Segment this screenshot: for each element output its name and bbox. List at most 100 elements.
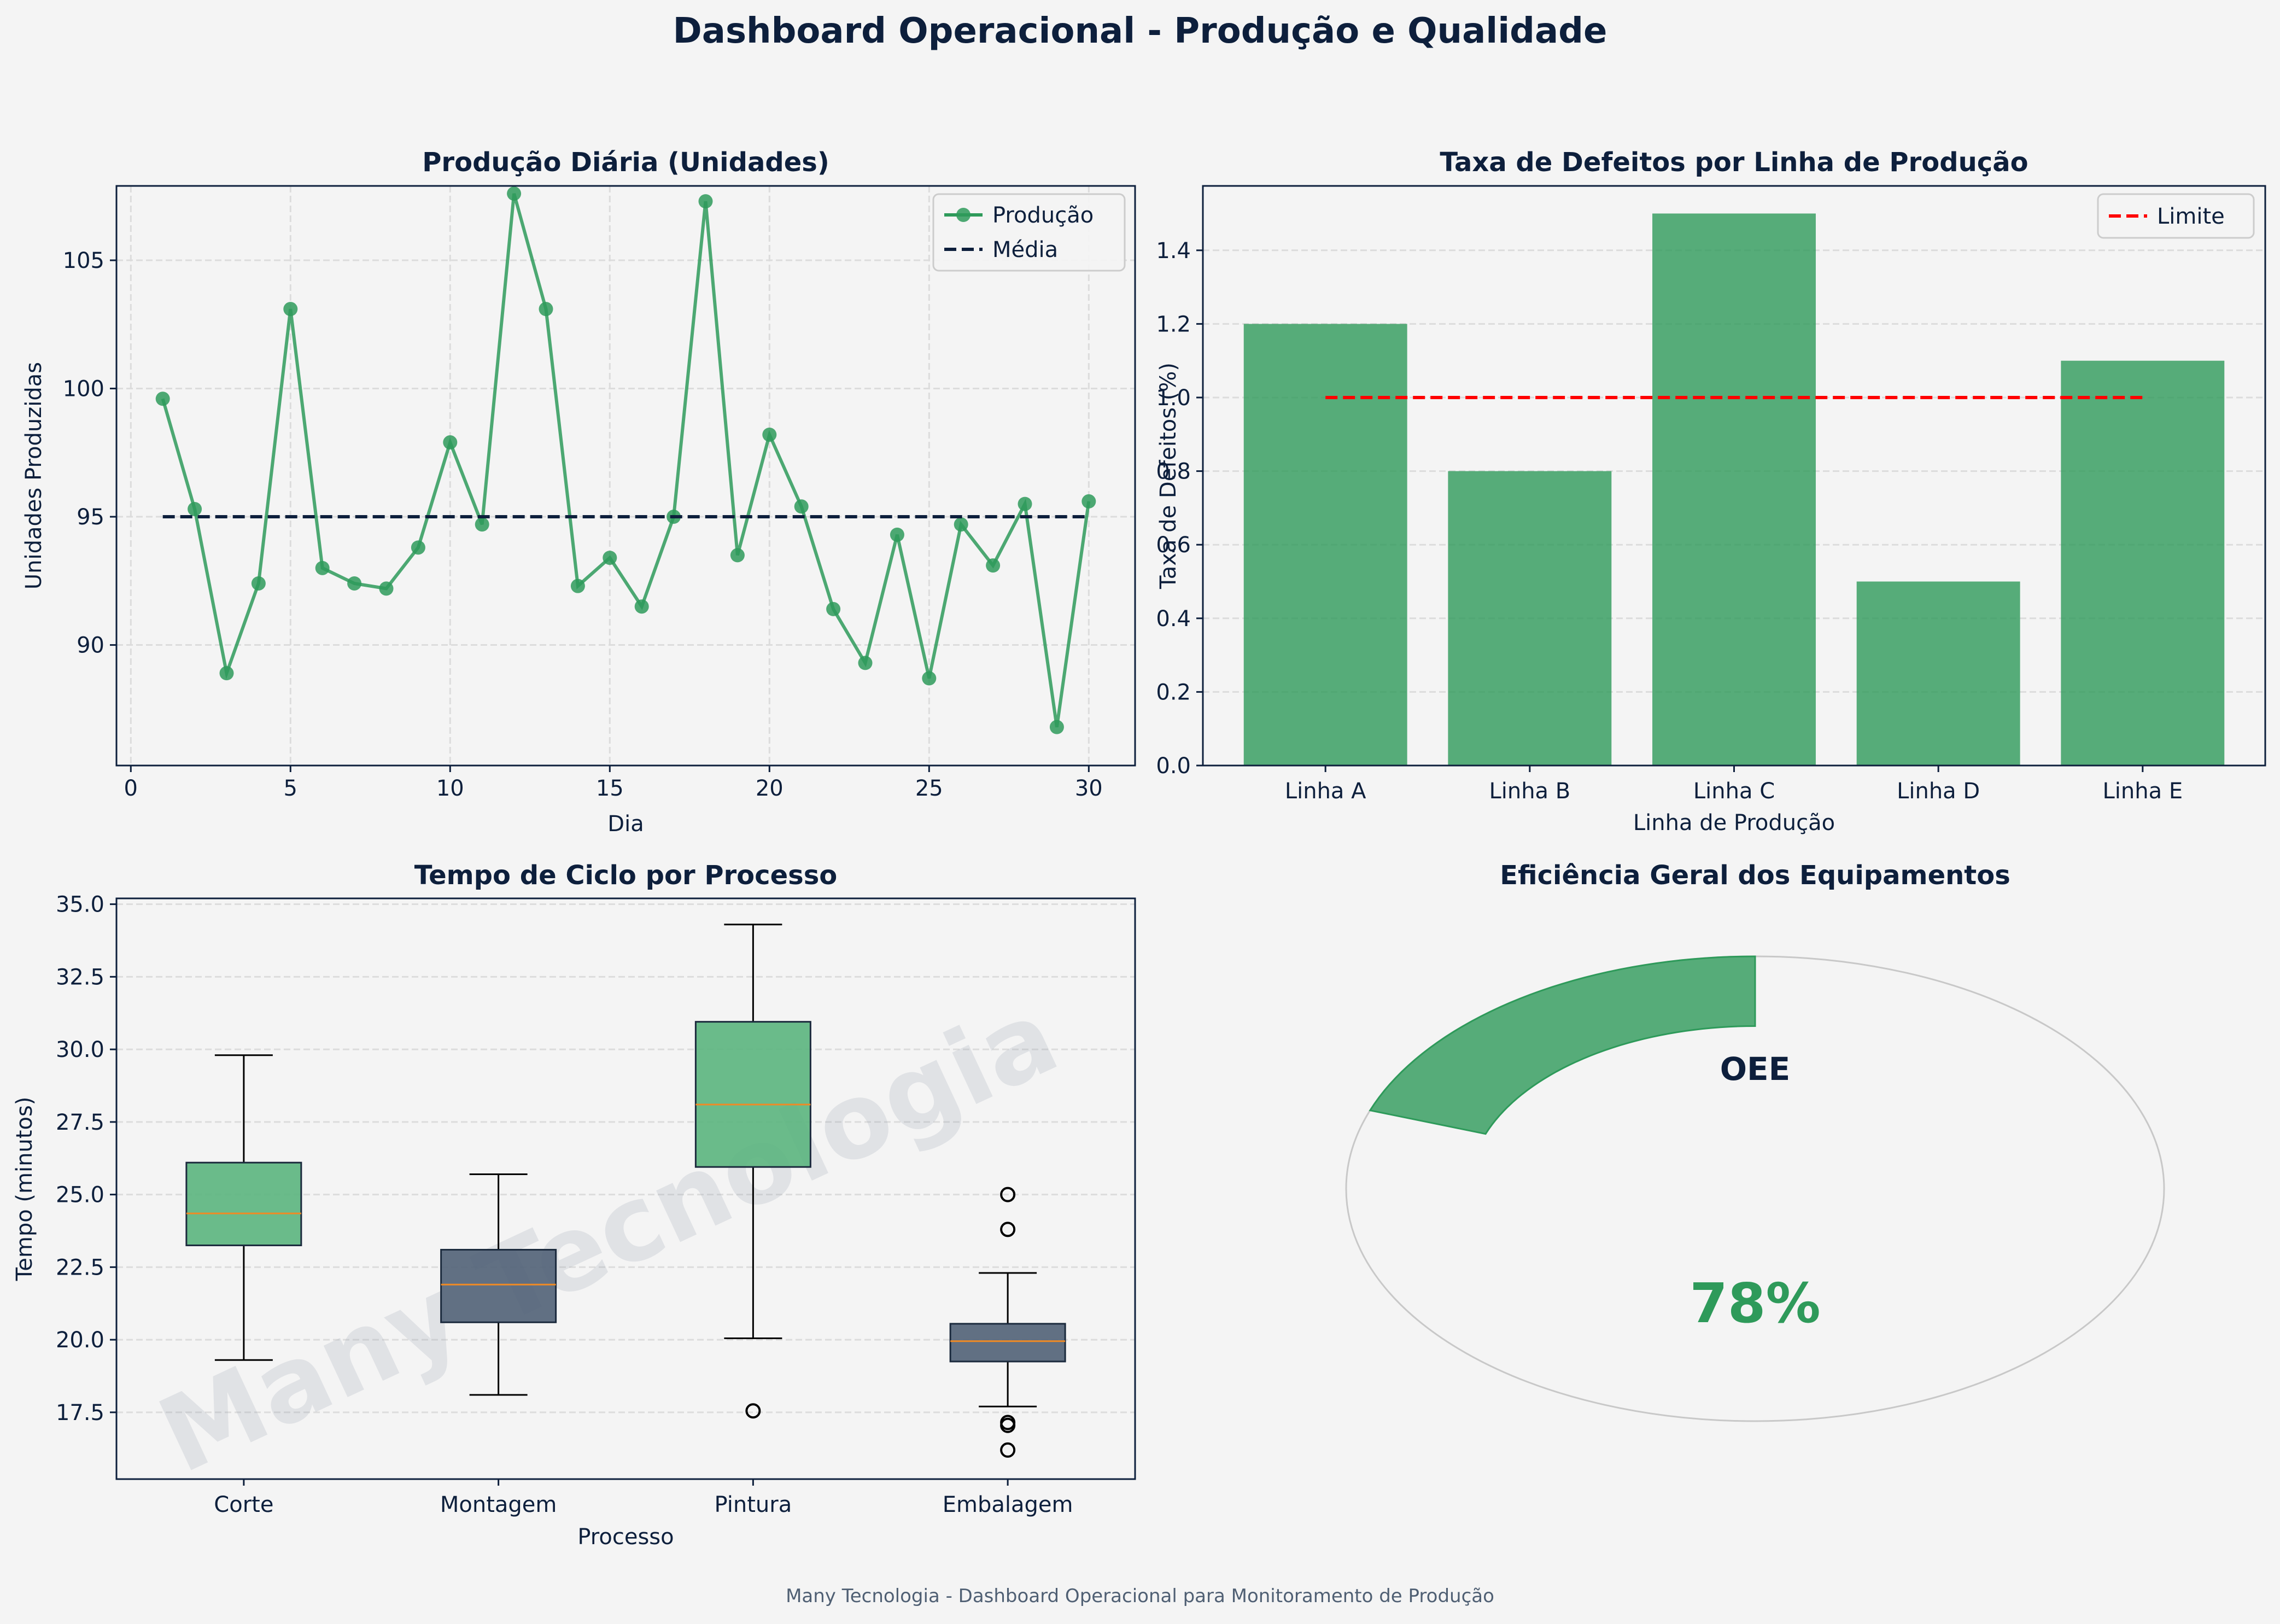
x-tick-label: 5	[284, 776, 297, 801]
x-tick-label: Linha D	[1897, 779, 1980, 804]
outlier-point	[1000, 1442, 1016, 1458]
x-tick-label: 15	[596, 776, 624, 801]
production-point	[954, 517, 968, 532]
production-point	[698, 194, 713, 209]
footer-text: Many Tecnologia - Dashboard Operacional …	[786, 1585, 1494, 1607]
production-point	[922, 671, 937, 686]
production-point	[219, 666, 234, 681]
y-tick-label: 90	[77, 633, 104, 658]
chart-title: Eficiência Geral dos Equipamentos	[1500, 860, 2010, 891]
defect-bar	[1448, 471, 1612, 766]
x-axis-label: Linha de Produção	[1633, 810, 1835, 836]
outlier-point	[1000, 1417, 1016, 1433]
outlier-point	[1000, 1187, 1016, 1202]
y-axis-label: Tempo (minutos)	[12, 1097, 37, 1282]
box-iqr	[949, 1323, 1066, 1363]
gauge-value-arc	[1369, 955, 1756, 1135]
chart-title: Taxa de Defeitos por Linha de Produção	[1440, 147, 2028, 178]
x-axis-label: Dia	[607, 811, 644, 837]
oee-gauge-panel: Eficiência Geral dos Equipamentos OEE 78%	[1345, 860, 2165, 1422]
defect-bar	[1243, 324, 1407, 766]
y-tick-label: 105	[63, 248, 104, 273]
y-tick-label: 1.4	[1156, 238, 1191, 264]
production-point	[347, 576, 362, 591]
legend-limit-label: Limite	[2157, 204, 2225, 229]
x-tick-label: Montagem	[440, 1492, 557, 1517]
y-tick-label: 30.0	[56, 1037, 104, 1062]
y-tick-label: 32.5	[56, 965, 104, 990]
production-point	[603, 551, 617, 565]
production-point	[730, 548, 745, 563]
production-point	[1018, 496, 1032, 511]
production-point	[411, 540, 425, 555]
x-tick-label: Linha E	[2103, 779, 2183, 804]
production-point	[443, 435, 458, 450]
outlier-point	[745, 1403, 761, 1419]
legend-production-marker	[956, 208, 971, 222]
production-line	[161, 193, 1091, 728]
gauge-label: OEE	[1720, 1050, 1791, 1088]
production-point	[507, 186, 522, 201]
x-tick-label: Linha A	[1285, 779, 1366, 804]
x-tick-label: 30	[1075, 776, 1103, 801]
x-tick-label: Corte	[214, 1492, 273, 1517]
production-point	[1081, 494, 1096, 509]
y-tick-label: 95	[77, 505, 104, 530]
production-point	[794, 499, 809, 514]
defect-bar	[1652, 213, 1816, 766]
y-tick-label: 0.6	[1156, 533, 1191, 558]
y-tick-label: 1.2	[1156, 312, 1191, 337]
production-point	[283, 302, 298, 317]
defect-bar	[1856, 581, 2020, 766]
y-tick-label: 0.4	[1156, 606, 1191, 632]
plot-frame	[1202, 185, 2266, 767]
production-point	[1049, 720, 1064, 734]
x-axis-label: Processo	[577, 1524, 674, 1550]
y-tick-label: 20.0	[56, 1328, 104, 1353]
x-tick-label: Embalagem	[943, 1492, 1073, 1517]
y-tick-label: 27.5	[56, 1110, 104, 1135]
production-point	[826, 601, 841, 616]
y-tick-label: 25.0	[56, 1183, 104, 1208]
production-point	[986, 558, 1001, 573]
y-tick-label: 0.2	[1156, 680, 1191, 705]
y-axis-label: Unidades Produzidas	[21, 362, 46, 589]
box-iqr	[185, 1161, 302, 1247]
x-tick-label: 0	[124, 776, 138, 801]
production-point	[379, 581, 394, 596]
x-tick-label: 25	[915, 776, 943, 801]
production-chart-panel: Produção Diária (Unidades) 0 5 10 15 20 25 30 90…	[21, 147, 1136, 837]
production-point	[315, 560, 330, 575]
plot-frame	[115, 185, 1136, 767]
chart-title: Produção Diária (Unidades)	[422, 147, 829, 178]
x-tick-label: 10	[436, 776, 464, 801]
production-point	[858, 656, 873, 670]
box-iqr	[440, 1249, 557, 1323]
box-iqr	[694, 1021, 811, 1168]
production-point	[890, 527, 904, 542]
x-tick-label: Linha C	[1693, 779, 1775, 804]
y-tick-label: 1.0	[1156, 385, 1191, 411]
defect-rate-chart-panel: Taxa de Defeitos por Linha de Produção Li…	[1156, 147, 2266, 836]
production-point	[475, 517, 489, 532]
production-point	[188, 501, 202, 516]
x-tick-label: Pintura	[715, 1492, 792, 1517]
plot-frame	[115, 897, 1136, 1480]
chart-title: Tempo de Ciclo por Processo	[414, 860, 838, 891]
legend-box	[2097, 193, 2255, 239]
x-tick-label: Linha B	[1489, 779, 1570, 804]
y-tick-label: 0.8	[1156, 459, 1191, 484]
gauge-value: 78%	[1689, 1271, 1820, 1335]
y-tick-label: 17.5	[56, 1400, 104, 1426]
production-point	[539, 302, 553, 317]
y-tick-label: 100	[63, 377, 104, 402]
y-tick-label: 0.0	[1156, 753, 1191, 779]
y-tick-label: 35.0	[56, 892, 104, 918]
y-axis-label: Taxa de Defeitos (%)	[1156, 363, 1181, 589]
legend-average-label: Média	[992, 237, 1058, 262]
production-point	[762, 427, 777, 442]
production-point	[634, 599, 649, 614]
y-tick-label: 22.5	[56, 1255, 104, 1280]
